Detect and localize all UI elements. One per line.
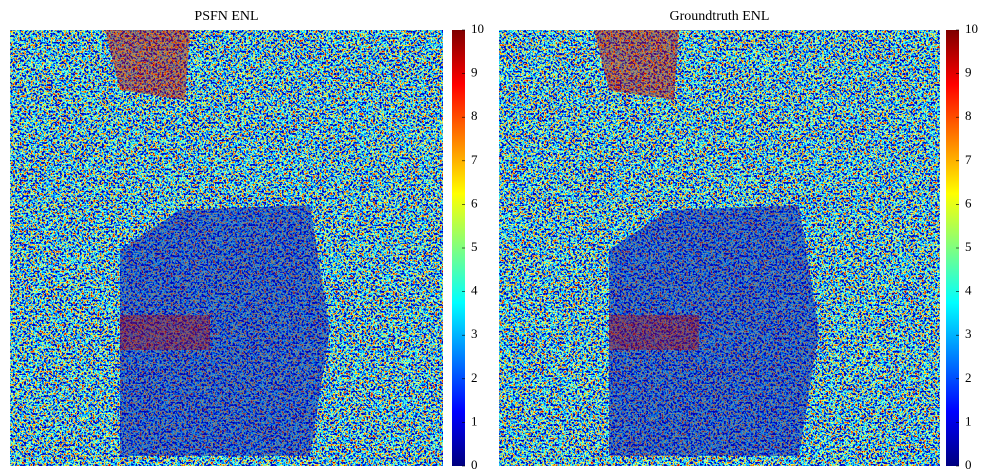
high-band xyxy=(120,315,210,350)
colorbar-tick-label: 5 xyxy=(965,239,972,254)
colorbar-tick-label: 1 xyxy=(965,413,972,428)
colorbar-tick-label: 6 xyxy=(965,195,972,210)
colorbar-tick-label: 5 xyxy=(471,239,478,254)
colorbar-tick-label: 9 xyxy=(965,65,972,80)
colorbar-tick-label: 7 xyxy=(965,152,972,167)
panel: PSFN ENL 0 1 2 3 4 5 6 7 8 9 10 xyxy=(10,9,484,472)
panel: Groundtruth ENL 0 1 2 3 4 5 6 7 8 9 10 xyxy=(499,9,978,472)
high-band xyxy=(609,315,699,350)
colorbar-tick-label: 1 xyxy=(471,413,478,428)
figure: PSFN ENL 0 1 2 3 4 5 6 7 8 9 10 Groundtruth ENL 0 1 2 3 4… xyxy=(0,0,981,473)
colorbar-tick-label: 2 xyxy=(965,370,972,385)
colorbar-tick-label: 3 xyxy=(965,326,972,341)
colorbar: 0 1 2 3 4 5 6 7 8 9 10 xyxy=(946,21,978,472)
colorbar-tick-label: 10 xyxy=(471,21,484,36)
colorbar-tick-label: 10 xyxy=(965,21,978,36)
colorbar-tick-label: 4 xyxy=(965,283,972,298)
colorbar-tick-label: 8 xyxy=(965,108,972,123)
panel-title: Groundtruth ENL xyxy=(670,9,770,24)
colorbar-tick-label: 4 xyxy=(471,283,478,298)
colorbar-tick-label: 2 xyxy=(471,370,478,385)
colorbar-tick-label: 3 xyxy=(471,326,478,341)
colorbar-tick-label: 6 xyxy=(471,195,478,210)
panel-title: PSFN ENL xyxy=(194,9,258,24)
colorbar-tick-label: 0 xyxy=(471,457,478,472)
colorbar: 0 1 2 3 4 5 6 7 8 9 10 xyxy=(452,21,484,472)
colorbar-tick-label: 8 xyxy=(471,108,478,123)
colorbar-tick-label: 9 xyxy=(471,65,478,80)
colorbar-tick-label: 0 xyxy=(965,457,972,472)
colorbar-tick-label: 7 xyxy=(471,152,478,167)
